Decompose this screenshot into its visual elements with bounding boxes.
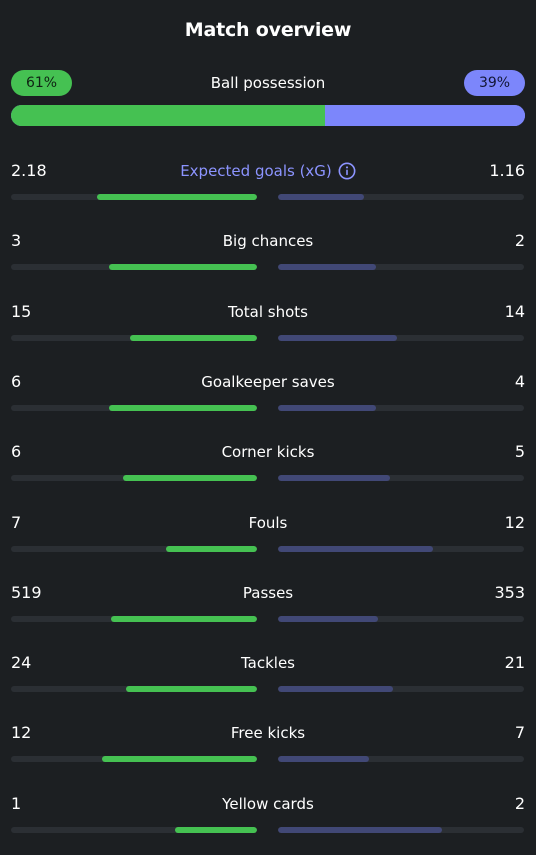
stat-home-bar: [101, 756, 257, 762]
stat-row: 6 Corner kicks 5: [0, 442, 536, 492]
stat-home-track: [11, 475, 257, 481]
stat-away-bar: [278, 475, 390, 481]
stat-label-text: Passes: [242, 584, 294, 602]
stat-away-value: 353: [494, 583, 525, 602]
stat-home-track: [11, 756, 257, 762]
stat-row: 24 Tackles 21: [0, 653, 536, 703]
stat-home-bar: [97, 194, 257, 200]
stat-row: 1 Yellow cards 2: [0, 794, 536, 844]
stat-home-bar: [125, 686, 257, 692]
stat-label-text: Big chances: [222, 232, 314, 250]
stat-row: 519 Passes 353: [0, 583, 536, 633]
stat-away-bar: [278, 686, 393, 692]
stat-away-value: 4: [514, 372, 525, 391]
stat-row: 15 Total shots 14: [0, 302, 536, 352]
stat-home-bar: [129, 335, 257, 341]
stat-label: Passes: [0, 584, 536, 602]
stat-away-value: 5: [514, 442, 525, 461]
possession-away-badge: 39%: [464, 70, 525, 96]
stat-away-value: 21: [504, 653, 525, 672]
stat-row: 3 Big chances 2: [0, 231, 536, 281]
stat-label: Total shots: [0, 303, 536, 321]
stat-label-text: Tackles: [240, 654, 296, 672]
possession-away-fill: [324, 105, 525, 126]
stat-away-track: [278, 335, 524, 341]
info-icon[interactable]: [338, 162, 356, 180]
stat-home-track: [11, 405, 257, 411]
stat-label-text: Free kicks: [230, 724, 306, 742]
stat-home-value: 6: [11, 442, 22, 461]
stat-row: 6 Goalkeeper saves 4: [0, 372, 536, 422]
stat-away-bar: [278, 405, 377, 411]
possession-home-badge: 61%: [11, 70, 72, 96]
stat-away-track: [278, 475, 524, 481]
page-title: Match overview: [184, 19, 352, 41]
stat-home-track: [11, 546, 257, 552]
stat-label: Expected goals (xG): [0, 162, 536, 180]
stat-label-text: Fouls: [248, 514, 288, 532]
stat-label-text: Yellow cards: [222, 795, 314, 813]
stat-away-value: 12: [504, 513, 525, 532]
stat-label-text: Goalkeeper saves: [201, 373, 335, 391]
stat-home-bar: [122, 475, 257, 481]
stat-away-value: 14: [504, 302, 525, 321]
stat-home-track: [11, 194, 257, 200]
stat-home-value: 3: [11, 231, 22, 250]
stat-away-track: [278, 686, 524, 692]
stat-away-value: 2: [514, 231, 525, 250]
stat-home-bar: [110, 616, 257, 622]
stat-away-track: [278, 756, 524, 762]
stat-home-track: [11, 827, 257, 833]
stat-away-value: 2: [514, 794, 525, 813]
stat-away-bar: [278, 335, 397, 341]
stat-label: Yellow cards: [0, 795, 536, 813]
stat-away-track: [278, 405, 524, 411]
stat-row: 12 Free kicks 7: [0, 723, 536, 773]
stat-away-track: [278, 546, 524, 552]
stat-row: 2.18 Expected goals (xG) 1.16: [0, 161, 536, 211]
stat-home-track: [11, 616, 257, 622]
stat-home-value: 24: [11, 653, 32, 672]
stat-away-track: [278, 616, 524, 622]
stat-home-bar: [109, 405, 257, 411]
stat-label-text: Corner kicks: [221, 443, 315, 461]
stat-home-value: 15: [11, 302, 32, 321]
stat-label: Corner kicks: [0, 443, 536, 461]
stat-home-bar: [166, 546, 257, 552]
stat-home-value: 12: [11, 723, 32, 742]
stat-label: Free kicks: [0, 724, 536, 742]
stat-away-bar: [278, 827, 443, 833]
stat-away-value: 1.16: [489, 161, 525, 180]
stat-home-track: [11, 686, 257, 692]
stat-home-bar: [109, 264, 257, 270]
possession-label: Ball possession: [210, 74, 326, 92]
stat-label: Fouls: [0, 514, 536, 532]
stat-away-track: [278, 827, 524, 833]
stat-away-bar: [278, 546, 434, 552]
stat-away-bar: [278, 616, 378, 622]
stat-row: 7 Fouls 12: [0, 513, 536, 563]
stat-label: Big chances: [0, 232, 536, 250]
stat-home-track: [11, 264, 257, 270]
stat-away-bar: [278, 264, 377, 270]
stat-home-value: 2.18: [11, 161, 47, 180]
stat-home-track: [11, 335, 257, 341]
possession-home-fill: [11, 105, 325, 126]
stat-home-value: 6: [11, 372, 22, 391]
stat-away-bar: [278, 756, 369, 762]
stat-home-value: 519: [11, 583, 42, 602]
stat-label-text: Total shots: [228, 303, 308, 321]
stat-away-value: 7: [514, 723, 525, 742]
possession-bar: [11, 105, 525, 126]
stat-label: Goalkeeper saves: [0, 373, 536, 391]
stat-away-track: [278, 264, 524, 270]
stat-label: Tackles: [0, 654, 536, 672]
stat-away-track: [278, 194, 524, 200]
stat-label-text: Expected goals (xG): [180, 162, 332, 180]
stat-home-bar: [175, 827, 257, 833]
stat-home-value: 1: [11, 794, 22, 813]
stat-away-bar: [278, 194, 365, 200]
stat-home-value: 7: [11, 513, 22, 532]
